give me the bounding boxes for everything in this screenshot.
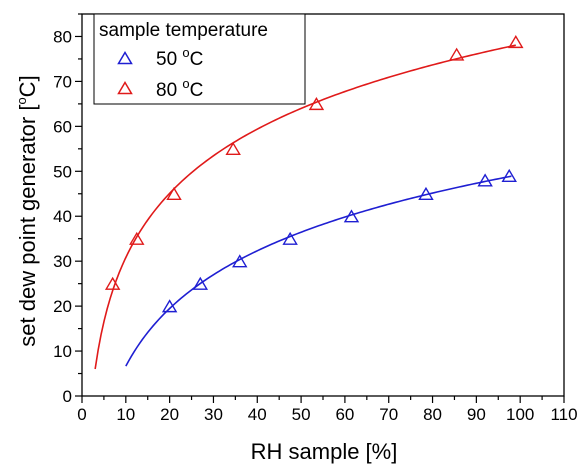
y-axis-title-degree: o [14,97,29,104]
legend-label-50c: 50 oC [156,45,203,70]
y-axis: 0 10 20 30 40 50 60 70 80 [53,13,82,406]
data-point-series-0 [343,209,360,223]
fit-curve-series-0 [125,175,512,367]
x-tick-label: 10 [116,405,135,424]
x-axis-title: RH sample [%] [251,439,398,464]
x-tick-label: 0 [77,405,86,424]
legend-label-80c: 80 oC [156,76,203,101]
fit-curve-series-1 [94,44,516,370]
y-tick-label: 0 [63,387,72,406]
x-tick-label: 70 [379,405,398,424]
data-point-series-0 [501,168,517,182]
x-tick-label: 40 [248,405,267,424]
x-tick-label: 90 [467,405,486,424]
y-tick-label: 70 [53,72,72,91]
y-axis-title-main: set dew point generator [ [15,105,40,347]
legend-entry-80c: 80 oC [117,76,203,101]
legend-entry-50c: 50 oC [117,45,203,70]
data-point-series-0 [192,276,209,290]
data-point-series-0 [418,186,434,200]
data-point-series-0 [282,231,298,245]
data-point-series-1 [129,231,145,245]
x-tick-label: 20 [160,405,179,424]
data-point-series-1 [308,97,325,111]
legend-marker-80c [117,81,133,95]
x-tick-label: 80 [423,405,442,424]
y-axis-title-unit: C] [15,75,40,97]
y-tick-label: 30 [53,252,72,271]
y-tick-label: 60 [53,117,72,136]
data-point-series-1 [104,276,121,290]
x-tick-label: 110 [550,405,577,424]
y-axis-title: set dew point generator [oC] [14,75,40,346]
data-point-series-0 [232,254,248,268]
y-tick-label: 10 [53,342,72,361]
x-tick-label: 60 [335,405,354,424]
y-tick-label: 50 [53,162,72,181]
series-layer [94,34,524,370]
data-point-series-0 [161,299,178,313]
data-point-series-1 [448,47,465,61]
legend: sample temperature 50 oC 80 oC [93,13,306,105]
x-tick-label: 50 [292,405,311,424]
data-point-series-0 [477,173,493,187]
y-tick-label: 80 [53,27,72,46]
x-tick-label: 100 [506,405,534,424]
x-tick-label: 30 [204,405,223,424]
legend-marker-50c [117,51,133,65]
data-point-series-1 [225,141,241,156]
data-point-series-1 [508,34,524,49]
data-point-series-1 [166,186,182,200]
y-tick-label: 40 [53,207,72,226]
x-axis: 0 10 20 30 40 50 60 70 80 90 100 110 [77,396,578,424]
legend-title: sample temperature [99,20,268,41]
y-tick-label: 20 [53,297,72,316]
